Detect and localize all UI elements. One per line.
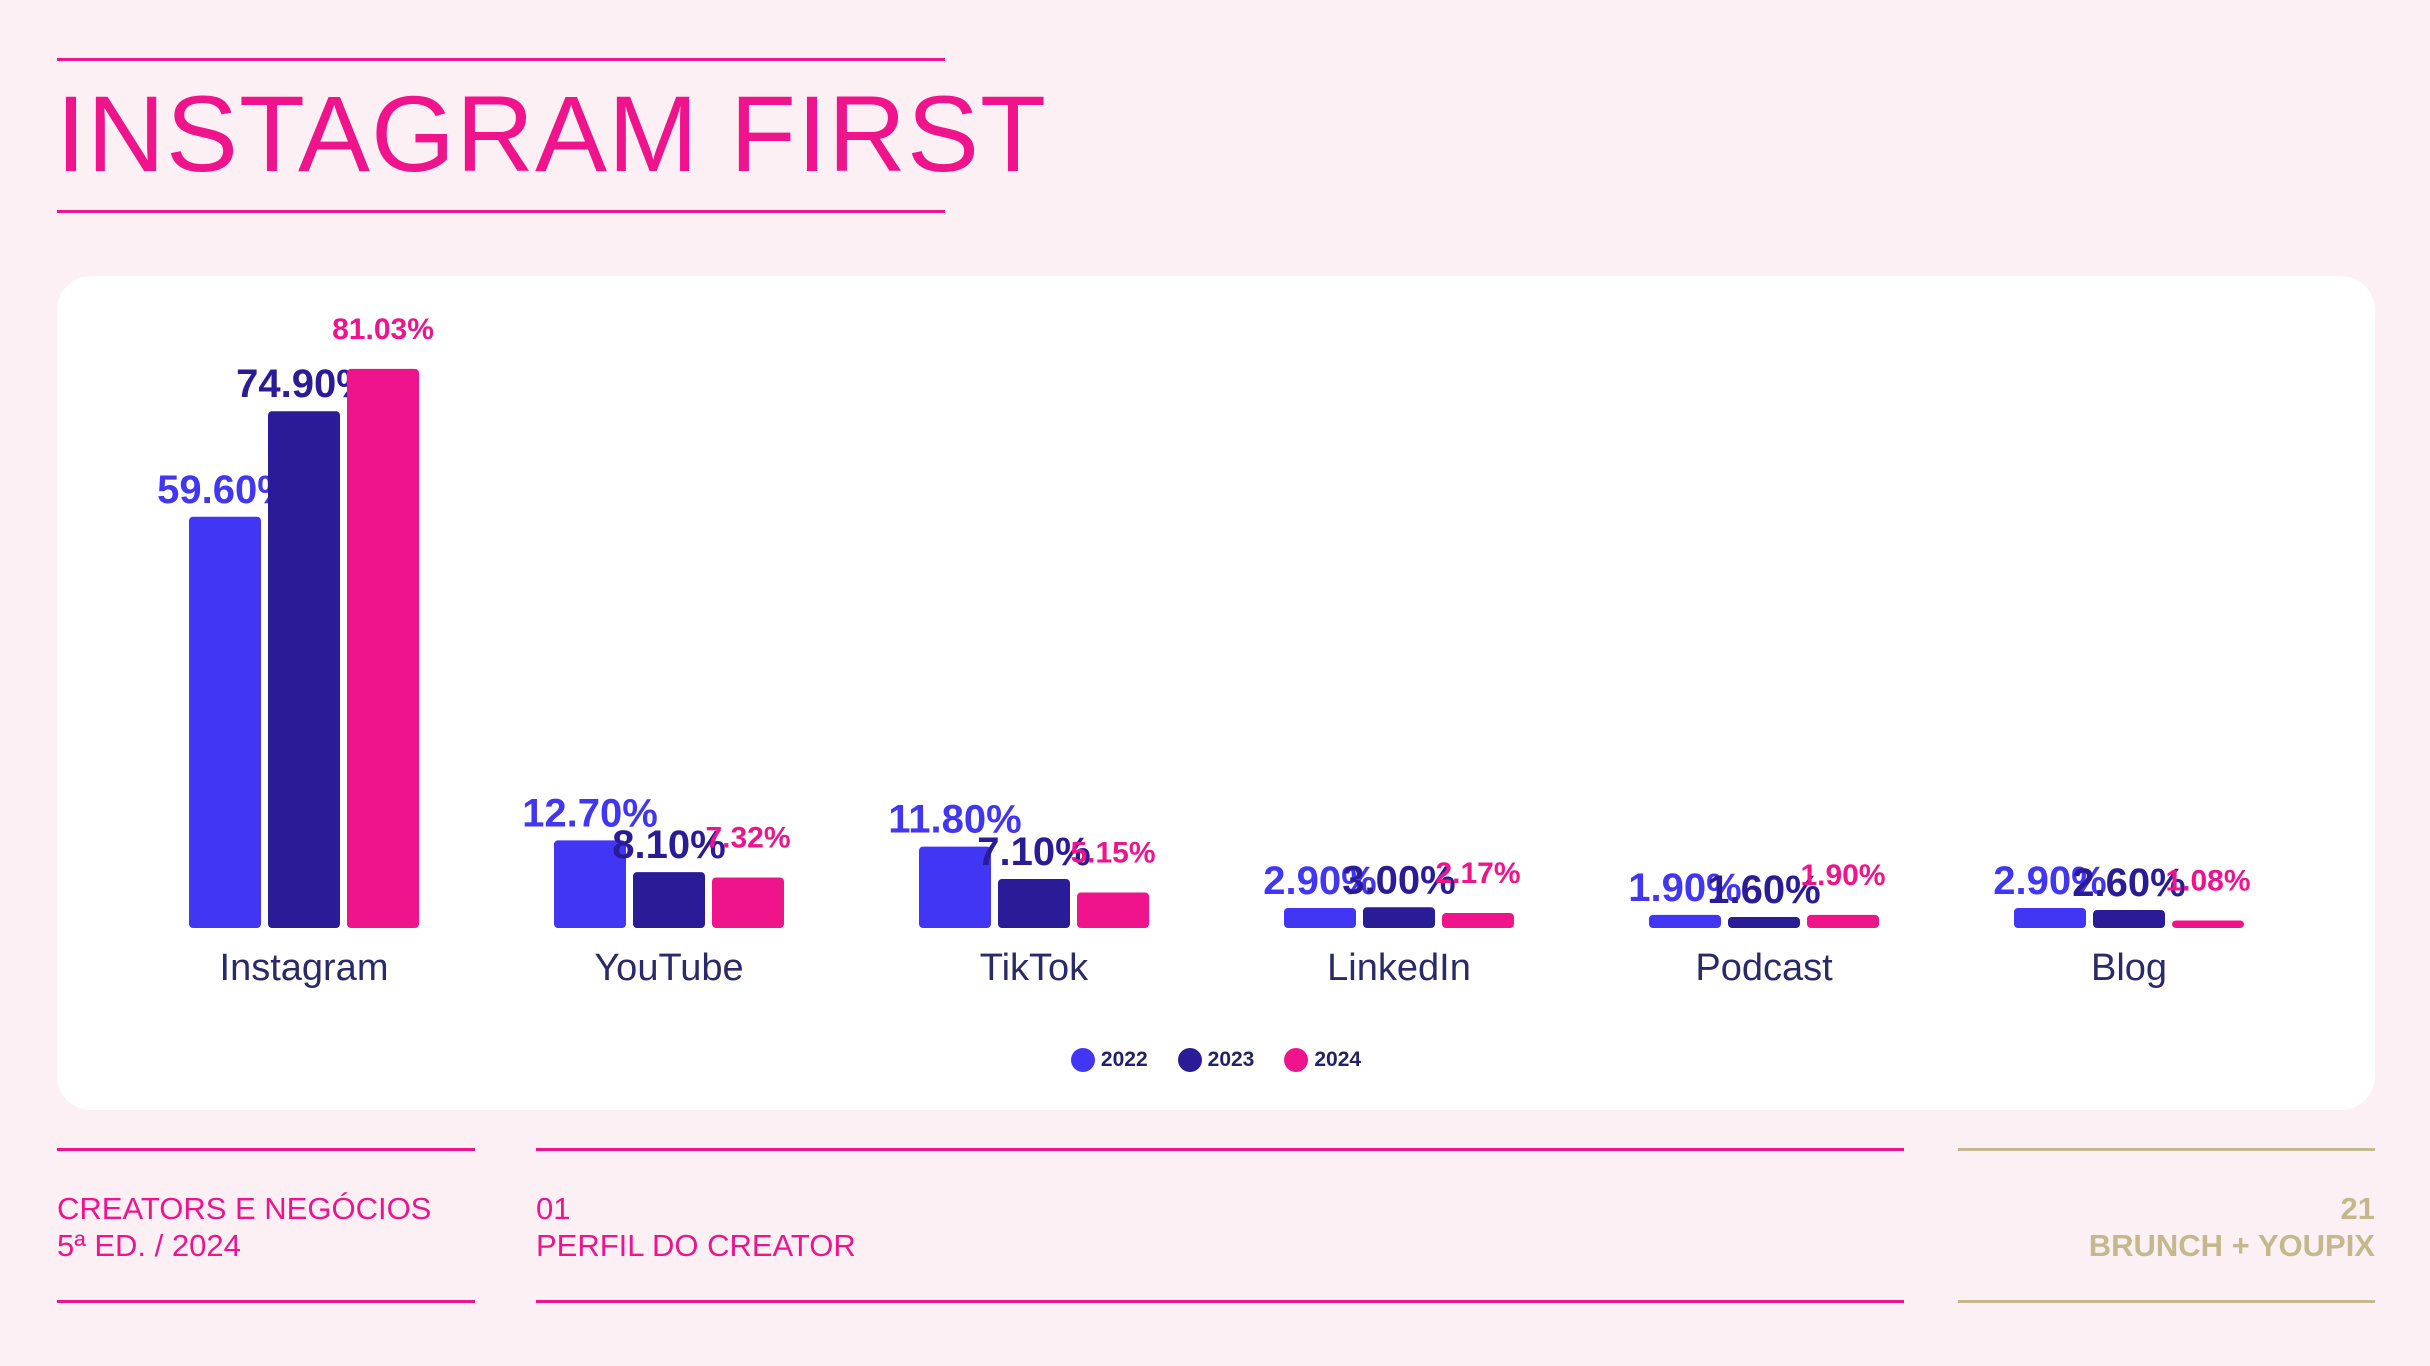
data-label-youtube-2022: 12.70% xyxy=(522,791,658,835)
data-label-blog-2022: 2.90% xyxy=(1993,859,2106,903)
page-number: 21 xyxy=(2340,1191,2375,1226)
bar-blog-2024 xyxy=(2172,920,2244,928)
legend-item-2023: 2023 xyxy=(1177,1048,1255,1072)
category-label-podcast: Podcast xyxy=(1695,947,1833,989)
bar-blog-2022 xyxy=(2014,907,2086,928)
chart-panel: 59.60% 74.90% 81.03% Instagram 12.70% 8.10% 7.… xyxy=(57,276,2375,1110)
legend-swatch-2022 xyxy=(1070,1048,1095,1072)
data-label-linkedin-2023: 3.00% xyxy=(1342,858,1455,902)
footer-brand-name: BRUNCH + YOUPIX xyxy=(2088,1228,2375,1263)
bar-tiktok-2024 xyxy=(1077,892,1149,928)
data-label-podcast-2022: 1.90% xyxy=(1628,866,1741,910)
bar-youtube-2023 xyxy=(633,872,705,928)
category-label-linkedin: LinkedIn xyxy=(1327,947,1471,989)
legend-item-2022: 2022 xyxy=(1070,1048,1148,1072)
bar-blog-2023 xyxy=(2093,910,2165,928)
data-label-podcast-2024: 1.90% xyxy=(1800,859,1885,892)
bar-linkedin-2022 xyxy=(1284,907,1356,928)
data-label-tiktok-2022: 11.80% xyxy=(888,798,1021,842)
bar-podcast-2024 xyxy=(1807,914,1879,928)
page-title: INSTAGRAM FIRST xyxy=(56,73,1048,194)
footer-publication: CREATORS E NEGÓCIOS 5ª ED. / 2024 xyxy=(57,1190,431,1264)
legend-swatch-2023 xyxy=(1177,1048,1202,1072)
legend-swatch-2024 xyxy=(1284,1048,1309,1072)
bar-chart: 59.60%74.90%81.03%Instagram12.70%8.10%7.… xyxy=(157,313,2250,989)
category-label-youtube: YouTube xyxy=(594,947,743,989)
data-label-podcast-2023: 1.60% xyxy=(1707,868,1820,912)
footer-mid-top-rule xyxy=(536,1148,1904,1151)
data-label-youtube-2024: 7.32% xyxy=(705,821,790,854)
bar-tiktok-2022 xyxy=(919,846,991,928)
bar-youtube-2022 xyxy=(554,840,626,928)
category-label-blog: Blog xyxy=(2091,947,2167,989)
legend-label-2024: 2024 xyxy=(1314,1048,1362,1071)
footer-section-number: 01 xyxy=(536,1191,571,1226)
footer-left-bottom-rule xyxy=(57,1300,475,1303)
bar-instagram-2022 xyxy=(189,516,261,928)
legend-label-2022: 2022 xyxy=(1100,1048,1148,1071)
data-label-blog-2023: 2.60% xyxy=(2072,861,2185,905)
footer-mid-bottom-rule xyxy=(536,1300,1904,1303)
footer-publication-name: CREATORS E NEGÓCIOS xyxy=(57,1191,432,1226)
bar-instagram-2023 xyxy=(268,411,340,928)
bar-tiktok-2023 xyxy=(998,879,1070,928)
data-label-youtube-2023: 8.10% xyxy=(612,823,725,867)
footer-left-top-rule xyxy=(57,1148,475,1151)
data-label-linkedin-2024: 2.17% xyxy=(1435,857,1520,890)
data-label-tiktok-2024: 5.15% xyxy=(1070,836,1155,869)
footer-right-bottom-rule xyxy=(1958,1300,2375,1303)
data-label-instagram-2024: 81.03% xyxy=(332,313,434,346)
title-top-rule xyxy=(57,58,945,61)
category-label-instagram: Instagram xyxy=(220,947,389,989)
bar-youtube-2024 xyxy=(712,877,784,928)
data-label-linkedin-2022: 2.90% xyxy=(1263,859,1376,903)
footer-brand: 21 BRUNCH + YOUPIX xyxy=(2089,1190,2375,1264)
footer-section-title: PERFIL DO CREATOR xyxy=(536,1228,856,1263)
data-label-tiktok-2023: 7.10% xyxy=(977,830,1090,874)
footer-right-top-rule xyxy=(1958,1148,2375,1151)
chart-legend: 2022 2023 2024 xyxy=(57,1048,2375,1072)
title-bottom-rule xyxy=(57,210,945,213)
footer-section: 01 PERFIL DO CREATOR xyxy=(536,1190,856,1264)
bar-linkedin-2023 xyxy=(1363,907,1435,928)
bar-podcast-2022 xyxy=(1649,914,1721,928)
data-label-blog-2024: 1.08% xyxy=(2165,865,2250,898)
footer-edition: 5ª ED. / 2024 xyxy=(57,1228,241,1263)
bar-instagram-2024 xyxy=(347,368,419,928)
bar-podcast-2023 xyxy=(1728,916,1800,928)
legend-item-2024: 2024 xyxy=(1284,1048,1361,1072)
bar-linkedin-2024 xyxy=(1442,913,1514,928)
category-label-tiktok: TikTok xyxy=(980,947,1089,989)
legend-label-2023: 2023 xyxy=(1207,1048,1255,1071)
